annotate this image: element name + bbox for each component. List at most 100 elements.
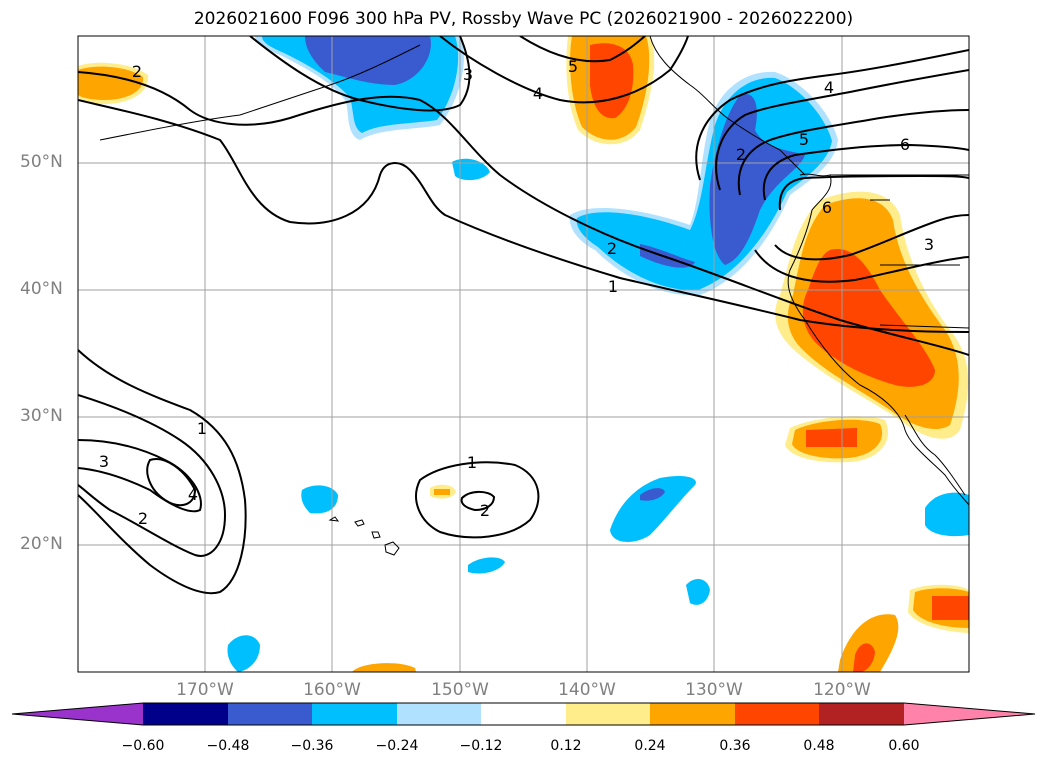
ridge-southeast-core [932,596,969,620]
contour-label: 2 [480,501,490,520]
contour-label: 6 [900,135,910,154]
contour-label: 4 [533,84,543,103]
colorbar-tick: −0.12 [459,738,503,754]
aleutians [99,44,421,141]
trough-southwest [227,635,260,672]
trough-east-central [610,475,696,542]
border-line [830,174,969,329]
hawaii-islands [328,516,400,556]
contour-label: 4 [188,485,198,504]
contour-label: 1 [197,419,207,438]
contour-trough-5 [778,175,969,211]
trough-small-130w [686,578,710,605]
contour-3 [249,36,471,112]
contour-label: 3 [99,452,109,471]
positive-anomaly-shading [78,36,969,672]
contour-trough-6 [774,214,969,261]
ridge-bottom-center [352,663,416,672]
colorbar-tick: −0.60 [121,738,165,754]
contour-label: 3 [463,65,473,84]
graticule [78,36,969,672]
lat-label-50n: 50°N [20,152,63,172]
contour-label: 6 [822,198,832,217]
ridge-lobe-30n-core [806,428,857,447]
lat-label-30n: 30°N [20,406,63,426]
contour-label-group: 2 3 4 5 4 6 5 6 2 1 3 2 1 3 4 2 1 2 [99,57,934,528]
contour-south-2 [78,394,227,557]
contour-trough-3 [737,109,969,196]
plot-area: 2 3 4 5 4 6 5 6 2 1 3 2 1 3 4 2 1 2 [78,36,969,672]
contour-trough-7 [754,249,969,283]
trough-small-south [468,557,505,574]
lon-label-120w: 120°W [813,680,871,700]
colorbar-segment [481,703,566,725]
colorbar-tick: −0.48 [206,738,250,754]
trough-northeast-core [709,94,805,265]
ridge-south [838,614,899,672]
trough-small-150w [452,158,490,181]
ridge-northwest-mid [78,66,144,100]
contour-hawaii-2 [460,490,496,512]
contour-label: 2 [736,145,746,164]
contour-hawaii-1 [415,461,540,539]
pv-contours [78,36,969,595]
trough-alaska-core [305,36,431,85]
colorbar-segment [228,703,312,725]
baja-coast [904,414,966,496]
contour-trough-2 [715,69,969,191]
contour-south-4 [146,458,197,507]
colorbar-segment [650,703,735,725]
lon-label-130w: 130°W [685,680,743,700]
contour-trough-1 [695,49,969,181]
contour-label: 4 [824,78,834,97]
contour-5 [519,36,646,63]
colorbar-tick: 0.60 [888,738,920,754]
lon-label-150w: 150°W [431,680,489,700]
colorbar-tick: 0.36 [719,738,751,754]
contour-label: 5 [568,57,578,76]
contour-label: 1 [467,453,477,472]
map-frame [77,35,970,673]
colorbar-segment [397,703,481,725]
colorbar-extend-high [904,703,1035,725]
lat-label-40n: 40°N [20,279,63,299]
negative-anomaly-shading [227,36,969,672]
contour-label: 5 [799,130,809,149]
colorbar-tick: −0.24 [375,738,419,754]
trough-southeast [925,492,969,537]
colorbar-outline [11,702,1036,726]
ridge-small-hawaii-core [434,489,450,495]
lon-label-140w: 140°W [558,680,616,700]
colorbar-tick: −0.36 [290,738,334,754]
trough-northeast-mid [576,77,832,291]
colorbar-segment [566,703,650,725]
lon-label-160w: 160°W [303,680,361,700]
ridge-south-core [853,643,875,672]
colorbar-segment [819,703,904,725]
lat-label-20n: 20°N [20,534,63,554]
colorbar-extend-low [12,703,143,725]
contour-south-3 [78,439,202,513]
contour-south-1 [78,349,247,595]
colorbar-segment [735,703,819,725]
colorbar-tick: 0.12 [550,738,582,754]
contour-label: 2 [132,62,142,81]
colorbar-segment [312,703,397,725]
contour-label: 2 [607,239,617,258]
contour-trough-4 [762,143,969,201]
lon-label-170w: 170°W [176,680,234,700]
colorbar [11,702,1036,726]
contour-4 [439,36,689,104]
contour-1-north [78,99,969,333]
trough-west-central [301,485,338,514]
contour-label: 1 [608,277,618,296]
colorbar-tick: 0.48 [803,738,835,754]
colorbar-tick: 0.24 [634,738,666,754]
trough-east-central-core [640,488,665,501]
map-title: 2026021600 F096 300 hPa PV, Rossby Wave … [193,9,854,29]
ridge-west-coast-core [802,249,935,387]
contour-label: 3 [924,235,934,254]
contour-label: 2 [138,509,148,528]
colorbar-segment [143,703,228,725]
